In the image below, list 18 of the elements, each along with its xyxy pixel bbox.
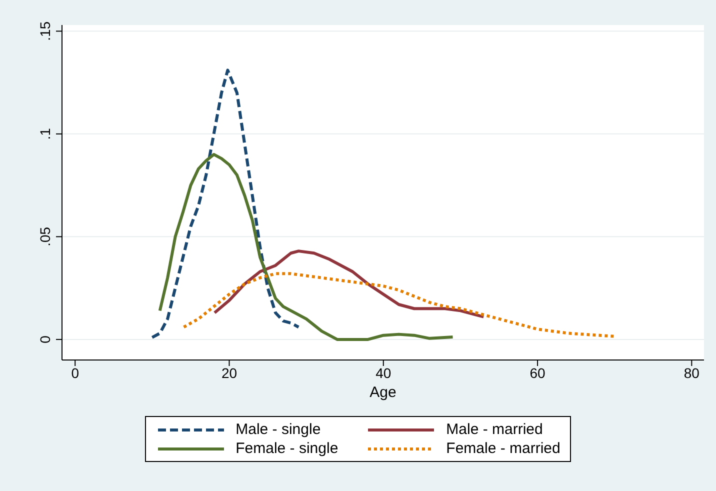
legend-label: Male - single <box>236 421 321 438</box>
x-tick-label: 80 <box>684 364 700 381</box>
x-tick-label: 20 <box>221 364 238 381</box>
legend-label: Male - married <box>446 421 543 438</box>
x-tick-label: 60 <box>530 364 546 381</box>
y-tick-label: .05 <box>37 226 53 246</box>
x-axis-title: Age <box>370 384 396 401</box>
line-series <box>158 152 454 341</box>
x-tick-label: 0 <box>71 364 80 381</box>
line-series <box>182 272 616 338</box>
legend-label: Female - single <box>236 440 338 457</box>
legend-label: Female - married <box>446 440 560 457</box>
y-tick-label: .15 <box>37 21 53 41</box>
x-tick-label: 40 <box>376 364 392 381</box>
line-series <box>150 68 300 339</box>
y-tick-label: 0 <box>37 335 53 344</box>
line-series <box>213 250 486 318</box>
y-tick-label: .1 <box>37 128 53 140</box>
